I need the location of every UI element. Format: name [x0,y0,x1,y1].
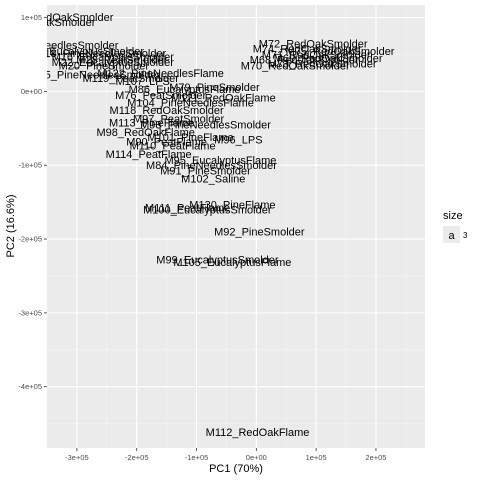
point-label: M21_RedOakSmolder [0,17,96,29]
point-label: M15_PineNeedlesSmolder [0,40,119,52]
point-label: M69_RedOakSmolder [274,53,383,65]
point-label: M24_RedOakSmolder [5,12,114,24]
point-label: M98_RedOakFlame [96,127,194,139]
point-label: M113_PineFlame [109,117,194,129]
point-label: M112_RedOakFlame [206,427,310,439]
point-label: M27_EucalyptusSmolder [22,46,145,58]
legend-title: size [443,210,463,222]
point-label: M104_PineNeedlesFlame [127,97,254,109]
point-label: M18_PineNeedlesSmolder [35,48,166,60]
point-label: M86_EucalyptusFlame [129,84,241,96]
y-axis-ticks: 1e+05 0e+00 -1e+05 -2e+05 -3e+05 -4e+05 [18,13,47,391]
x-tick-label: 0e+00 [246,453,267,462]
point-label: M122_PineNeedlesFlame [97,68,224,80]
y-tick-label: 1e+05 [21,13,42,22]
legend-key [443,226,460,243]
point-label: M73_RedOakSmolder [268,58,377,70]
x-tick-label: 2e+05 [365,453,386,462]
point-label: M97_PeatSmolder [133,114,224,126]
y-tick-label: -2e+05 [18,235,42,244]
point-label: M101_PineFlame [147,132,233,144]
point-label: M22_EucalyptusSmolder [52,57,175,69]
point-label: M90_PeatFlame [126,137,207,149]
x-axis-title: PC1 (70%) [209,463,263,475]
x-tick-label: 1e+05 [306,453,327,462]
x-tick-label: -3e+05 [65,453,89,462]
point-label: M95_EucalyptusFlame [165,155,277,167]
point-label: M102_Saline [181,174,245,186]
x-tick-label: -1e+05 [185,453,209,462]
legend-key-glyph: a [448,230,455,242]
point-label: M105_EucalyptusFlame [173,257,291,269]
point-label: M119_PeatSmolder [83,73,180,85]
point-label: M76_PeatSmolder [115,90,206,102]
point-label: M79_PineSmolder [169,82,260,94]
y-axis-title: PC2 (16.6%) [5,195,17,258]
point-label: M114_PeatFlame [106,149,192,161]
point-label: M74_RedOakSmolder [253,44,362,56]
y-tick-label: -1e+05 [18,161,42,170]
point-label: M107_LPS [115,76,169,88]
point-label: M99_EucalyptusSmolder [156,255,279,267]
y-tick-label: -4e+05 [18,382,42,391]
plot-panel [47,5,425,448]
x-tick-label: -2e+05 [125,453,149,462]
y-tick-label: -3e+05 [18,308,42,317]
point-label: M110_PeatFlame [130,140,216,152]
point-label: M84_PineNeedlesSmolder [146,160,277,172]
point-label: M72_RedOakSmolder [259,38,368,50]
major-gridlines [47,5,425,448]
point-label: M70_RedOakSmolder [241,61,350,73]
point-label: M16_EucalyptusSmolder [52,52,175,64]
legend-value-label: 3 [463,231,468,240]
point-labels: M112_RedOakFlameM99_EucalyptusSmolderM10… [0,12,395,439]
point-label: M96_LPS [214,134,262,146]
point-label: M92_PineSmolder [214,227,305,239]
point-label: M20_PineSmolder [59,61,150,73]
point-label: M118_RedOakSmolder [110,105,224,117]
point-label: M100_EucalyptusSmolder [143,205,272,217]
point-label: M93_PineNeedlesSmolder [140,120,271,132]
point-label: M91_PineSmolder [160,165,251,177]
y-tick-label: 0e+00 [21,87,42,96]
point-label: M71_RedOakSmolder [262,49,371,61]
point-label: M111_PeatFlame [145,202,230,214]
point-label: M130_PineFlame [189,199,275,211]
point-label: M25_PineNeedlesSmolder [29,69,160,81]
point-label: M68_RedOakSmolder [250,55,359,67]
point-label: M75_RedOakSmolder [286,46,395,58]
point-label: M121_RedOakFlame [171,92,276,104]
minor-gridlines [46,5,425,448]
legend: size a 3 [443,210,468,243]
x-axis-ticks: -3e+05 -2e+05 -1e+05 0e+00 1e+05 2e+05 [65,448,386,462]
point-label: M28_PeatSmolder [76,55,167,67]
